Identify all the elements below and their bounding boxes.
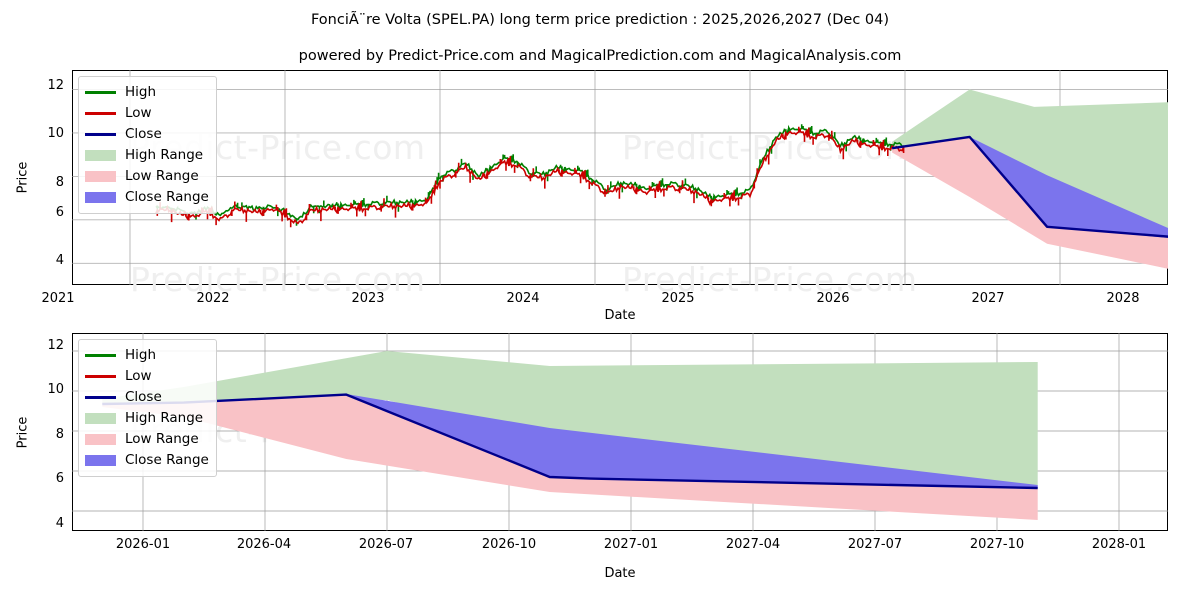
top-xtick-2023: 2023	[351, 291, 385, 306]
legend-label: Low Range	[125, 430, 199, 447]
bottom-ytick-12: 12	[47, 338, 64, 353]
top-xtick-2028: 2028	[1106, 291, 1140, 306]
high-range-swatch-icon	[85, 149, 116, 162]
top-xtick-2027: 2027	[971, 291, 1005, 306]
top-chart-panel: Predict-Price.com Predict-Price.com Pred…	[72, 70, 1168, 299]
close-range-swatch-icon	[85, 454, 116, 467]
high-range-swatch-icon	[85, 412, 116, 425]
bottom-ytick-10: 10	[47, 382, 64, 397]
bottom-xaxis-label: Date	[604, 566, 636, 581]
low-range-swatch-icon	[85, 433, 116, 446]
top-chart-legend: High Low Close High Range Low Range Clos…	[78, 76, 217, 214]
bottom-xtick-2026-04: 2026-04	[236, 537, 292, 552]
low-range-swatch-icon	[85, 170, 116, 183]
close-range-swatch-icon	[85, 191, 116, 204]
top-ytick-4: 4	[55, 253, 64, 268]
close-line-swatch-icon	[85, 391, 116, 404]
top-ytick-8: 8	[55, 175, 64, 190]
bottom-chart-panel: Predict-Price.com Predict-Price.com	[72, 333, 1168, 531]
bottom-yaxis-label: Price	[15, 416, 31, 449]
page-subtitle: powered by Predict-Price.com and Magical…	[298, 48, 902, 64]
legend-label: Close Range	[125, 188, 209, 205]
bottom-xtick-2027-07: 2027-07	[847, 537, 903, 552]
bottom-xtick-2026-10: 2026-10	[481, 537, 537, 552]
legend-label: Low	[125, 104, 152, 121]
high-line-swatch-icon	[85, 349, 116, 362]
legend-item-low[interactable]: Low	[85, 366, 209, 387]
bottom-xtick-2027-04: 2027-04	[725, 537, 781, 552]
legend-label: High Range	[125, 146, 204, 163]
top-xaxis-label: Date	[604, 308, 636, 323]
legend-item-low[interactable]: Low	[85, 103, 209, 124]
legend-item-low-range[interactable]: Low Range	[85, 429, 209, 450]
legend-item-high-range[interactable]: High Range	[85, 408, 209, 429]
bottom-ytick-6: 6	[55, 471, 64, 486]
legend-item-high[interactable]: High	[85, 82, 209, 103]
legend-item-low-range[interactable]: Low Range	[85, 166, 209, 187]
legend-item-close[interactable]: Close	[85, 387, 209, 408]
legend-label: Low	[125, 367, 152, 384]
bottom-xtick-2027-10: 2027-10	[969, 537, 1025, 552]
page-title: FonciÃ¨re Volta (SPEL.PA) long term pric…	[310, 12, 890, 28]
legend-label: High	[125, 83, 157, 100]
legend-item-high-range[interactable]: High Range	[85, 145, 209, 166]
legend-label: High Range	[125, 409, 204, 426]
top-xtick-2021: 2021	[41, 291, 75, 306]
low-line-swatch-icon	[85, 107, 116, 120]
legend-label: Close	[125, 388, 162, 405]
top-xtick-2022: 2022	[196, 291, 230, 306]
high-line-swatch-icon	[85, 86, 116, 99]
legend-item-high[interactable]: High	[85, 345, 209, 366]
bottom-chart-legend: High Low Close High Range Low Range Clos…	[78, 339, 217, 477]
legend-item-close[interactable]: Close	[85, 124, 209, 145]
bottom-ytick-8: 8	[55, 427, 64, 442]
legend-item-close-range[interactable]: Close Range	[85, 187, 209, 208]
bottom-ytick-4: 4	[55, 516, 64, 531]
top-chart-plot	[72, 70, 1168, 285]
low-line-swatch-icon	[85, 370, 116, 383]
legend-label: Close Range	[125, 451, 209, 468]
close-line-swatch-icon	[85, 128, 116, 141]
bottom-xtick-2028-01: 2028-01	[1091, 537, 1147, 552]
top-yaxis-label: Price	[15, 161, 31, 194]
legend-item-close-range[interactable]: Close Range	[85, 450, 209, 471]
bottom-xtick-2026-01: 2026-01	[115, 537, 171, 552]
top-xtick-2025: 2025	[661, 291, 695, 306]
top-xtick-2024: 2024	[506, 291, 540, 306]
legend-label: Low Range	[125, 167, 199, 184]
top-ytick-10: 10	[47, 126, 64, 141]
bottom-xtick-2026-07: 2026-07	[358, 537, 414, 552]
legend-label: Close	[125, 125, 162, 142]
legend-label: High	[125, 346, 157, 363]
top-xtick-2026: 2026	[816, 291, 850, 306]
top-ytick-6: 6	[55, 205, 64, 220]
bottom-xtick-2027-01: 2027-01	[603, 537, 659, 552]
bottom-chart-plot	[72, 333, 1168, 531]
top-ytick-12: 12	[47, 78, 64, 93]
